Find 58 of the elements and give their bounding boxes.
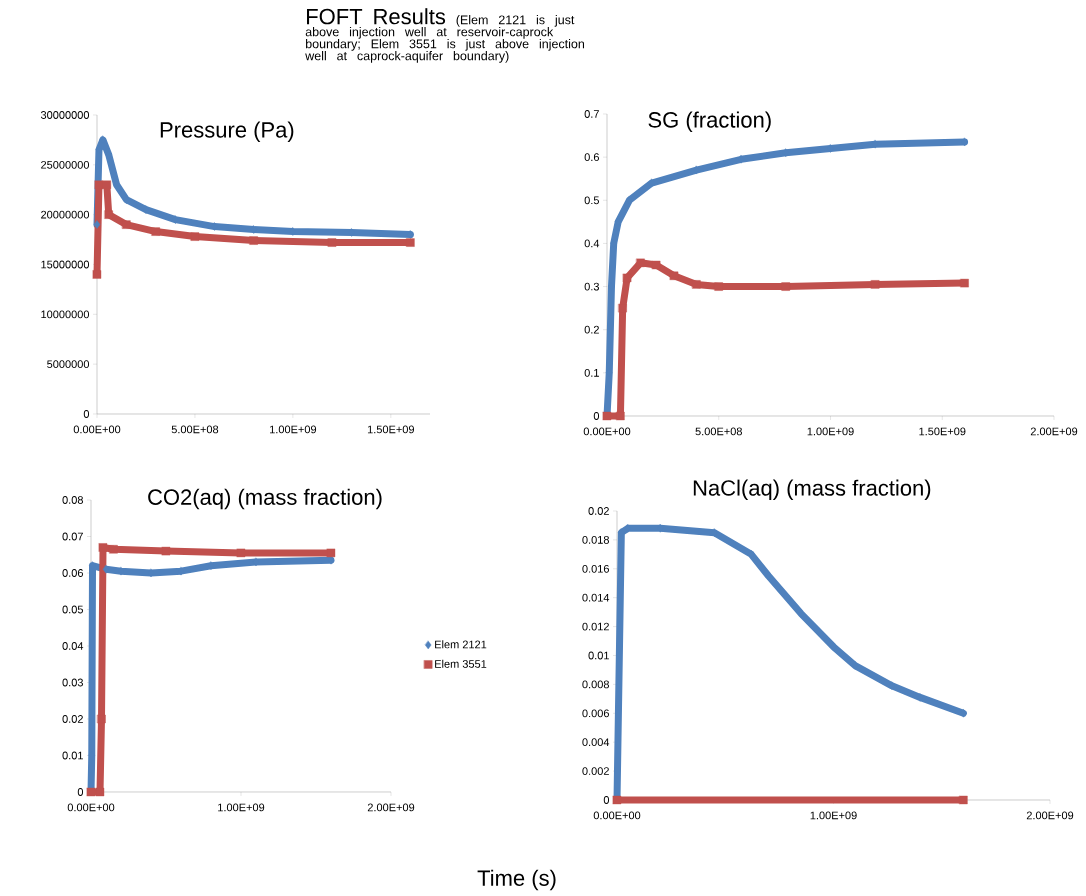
y-tick-label: 0.014: [582, 593, 610, 602]
y-tick-label: 20000000: [41, 210, 90, 219]
x-tick-label: 1.00E+09: [807, 427, 854, 436]
x-tick-label: 1.00E+09: [810, 811, 857, 820]
legend-label: Elem 2121: [435, 640, 487, 649]
y-tick-label: 0.03: [62, 678, 83, 687]
y-tick-label: 0.07: [62, 532, 83, 541]
x-tick-label: 1.00E+09: [270, 425, 317, 434]
y-tick-label: 0.02: [588, 507, 609, 515]
y-tick-label: 15000000: [41, 260, 90, 269]
y-tick-label: 0.006: [582, 709, 609, 718]
y-tick-label: 0.012: [582, 622, 609, 631]
y-tick-label: 0.06: [62, 569, 83, 577]
x-tick-label: 1.50E+09: [367, 425, 415, 434]
x-tick-label: 5.00E+08: [171, 425, 219, 434]
y-tick-label: 25000000: [41, 160, 90, 169]
y-tick-label: 0.008: [582, 680, 609, 689]
x-tick-label: 1.00E+09: [218, 803, 265, 812]
x-tick-label: 0.00E+00: [67, 803, 115, 812]
text: FOFT Results: [307, 8, 446, 25]
x-tick-label: 0.00E+00: [583, 427, 631, 436]
x-tick-label: 5.00E+08: [695, 427, 742, 436]
y-tick-label: 0: [593, 412, 600, 420]
chart-title: CO2(aq) (mass fraction): [148, 488, 382, 510]
y-tick-label: 0: [77, 788, 84, 796]
y-tick-label: 0.002: [582, 767, 609, 775]
y-tick-label: 0.7: [584, 110, 599, 118]
y-tick-label: 0: [83, 410, 90, 418]
x-tick-label: 0.00E+00: [73, 425, 121, 434]
y-tick-label: 0.3: [584, 282, 599, 291]
y-tick-label: 0.01: [588, 651, 609, 660]
x-tick-label: 2.00E+09: [367, 803, 415, 812]
x-tick-label: 0.00E+00: [593, 811, 641, 820]
legend-label: Elem 3551: [435, 659, 487, 668]
y-tick-label: 0.018: [582, 536, 609, 544]
chart-title: NaCl(aq) (mass fraction): [693, 479, 931, 501]
x-tick-label: 2.00E+09: [1026, 811, 1074, 820]
y-tick-label: 0.4: [584, 239, 600, 248]
y-tick-label: 5000000: [47, 360, 90, 369]
y-tick-label: 0.01: [62, 751, 83, 760]
y-tick-label: 0.6: [584, 153, 599, 162]
chart-title: SG (fraction): [648, 111, 771, 133]
chart-title: Pressure (Pa): [160, 121, 294, 142]
y-tick-label: 30000000: [40, 111, 90, 119]
x-tick-label: 2.00E+09: [1030, 427, 1078, 436]
text: Time (s): [477, 869, 556, 891]
y-tick-label: 0.004: [582, 738, 610, 747]
y-tick-label: 0.016: [582, 564, 609, 573]
y-tick-label: 0.02: [62, 715, 83, 723]
y-tick-label: 0.2: [584, 325, 599, 334]
x-tick-label: 1.50E+09: [919, 427, 966, 436]
y-tick-label: 0.04: [62, 642, 84, 650]
y-tick-label: 0.5: [584, 196, 599, 205]
y-tick-label: 10000000: [41, 310, 90, 319]
y-tick-label: 0.08: [62, 496, 83, 504]
y-tick-label: 0.05: [62, 605, 83, 614]
y-tick-label: 0.1: [584, 368, 599, 377]
y-tick-label: 0: [603, 796, 610, 804]
